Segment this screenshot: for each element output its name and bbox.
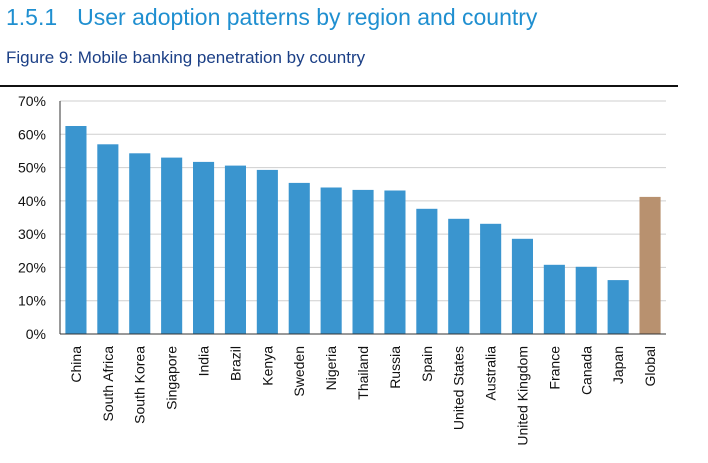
bar-south-africa bbox=[97, 144, 119, 334]
bar-kenya bbox=[256, 169, 278, 334]
bar-australia bbox=[480, 223, 502, 334]
bar-sweden bbox=[288, 182, 310, 334]
bar-france bbox=[543, 264, 565, 334]
bar-china bbox=[65, 126, 87, 334]
y-axis-tick-labels: 0% 10% 20% 30% 40% 50% 60% 70% bbox=[18, 93, 46, 342]
x-tick-label: South Korea bbox=[132, 346, 148, 424]
bar-russia bbox=[384, 190, 406, 334]
x-tick-label: Russia bbox=[387, 346, 403, 389]
x-tick-label: Brazil bbox=[227, 346, 243, 381]
x-tick-label: Nigeria bbox=[323, 346, 339, 391]
bar-india bbox=[193, 161, 215, 334]
y-tick-label: 40% bbox=[18, 193, 46, 209]
bar-chart: 0% 10% 20% 30% 40% 50% 60% 70% China South Afric… bbox=[18, 93, 666, 446]
x-tick-label: United States bbox=[451, 346, 467, 430]
bar-singapore bbox=[161, 157, 183, 334]
bar-united-kingdom bbox=[511, 238, 533, 334]
bar-thailand bbox=[352, 189, 374, 334]
bar-brazil bbox=[224, 165, 246, 334]
y-tick-label: 70% bbox=[18, 93, 46, 109]
bar-united-states bbox=[448, 218, 470, 334]
bar-nigeria bbox=[320, 187, 342, 334]
y-tick-label: 20% bbox=[18, 259, 46, 275]
bar-canada bbox=[575, 266, 597, 334]
x-tick-label: South Africa bbox=[100, 346, 116, 422]
bar-south-korea bbox=[129, 153, 151, 334]
caption-rule bbox=[0, 85, 678, 87]
x-tick-label: Singapore bbox=[164, 346, 180, 410]
x-tick-label: Spain bbox=[419, 346, 435, 382]
bar-japan bbox=[607, 280, 629, 334]
x-tick-label: Japan bbox=[610, 346, 626, 384]
x-tick-label: Canada bbox=[578, 346, 594, 395]
x-tick-label: France bbox=[546, 346, 562, 390]
x-tick-label: Sweden bbox=[291, 346, 307, 397]
bar-global bbox=[639, 196, 661, 334]
x-tick-label: Thailand bbox=[355, 346, 371, 400]
x-tick-label: Kenya bbox=[259, 346, 275, 386]
x-tick-label: United Kingdom bbox=[514, 346, 530, 446]
y-tick-label: 30% bbox=[18, 226, 46, 242]
section-number: 1.5.1 bbox=[6, 4, 58, 30]
y-tick-label: 50% bbox=[18, 160, 46, 176]
figure-caption: Figure 9: Mobile banking penetration by … bbox=[6, 48, 366, 67]
x-tick-label: China bbox=[68, 346, 84, 383]
x-tick-label: India bbox=[196, 346, 212, 377]
x-tick-label: Global bbox=[642, 346, 658, 386]
section-title: User adoption patterns by region and cou… bbox=[77, 4, 538, 30]
y-tick-label: 60% bbox=[18, 126, 46, 142]
section-heading: 1.5.1 User adoption patterns by region an… bbox=[6, 4, 537, 31]
y-tick-label: 10% bbox=[18, 293, 46, 309]
bars bbox=[65, 126, 661, 334]
y-tick-label: 0% bbox=[26, 326, 46, 342]
bar-spain bbox=[416, 208, 438, 334]
x-axis-category-labels: China South Africa South Korea Singapore Ind… bbox=[68, 346, 658, 446]
x-tick-label: Australia bbox=[483, 346, 499, 401]
